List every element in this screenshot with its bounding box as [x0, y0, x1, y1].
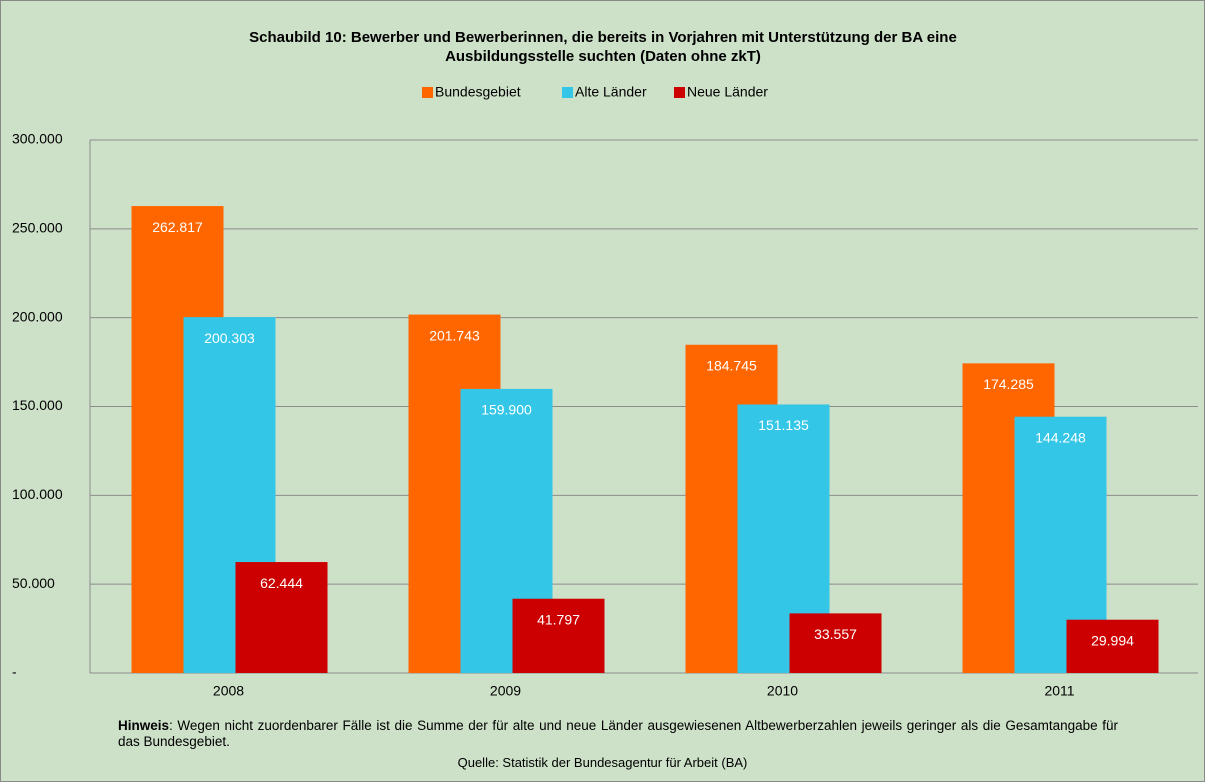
data-label: 200.303	[204, 330, 255, 346]
note-label: Hinweis	[118, 718, 170, 733]
data-label: 262.817	[152, 219, 203, 235]
y-tick-label: 250.000	[12, 220, 63, 236]
y-tick-label: 50.000	[12, 575, 55, 591]
source: Quelle: Statistik der Bundesagentur für …	[457, 755, 748, 770]
bar	[235, 562, 328, 673]
note: Hinweis: Wegen nicht zuordenbarer Fälle …	[118, 718, 1118, 750]
y-tick-label: 100.000	[12, 486, 63, 502]
legend-swatch	[674, 87, 685, 98]
x-tick-label: 2011	[1044, 683, 1074, 699]
bar	[512, 598, 605, 673]
legend-swatch	[422, 87, 433, 98]
chart-title: Ausbildungsstelle suchten (Daten ohne zk…	[445, 48, 761, 65]
legend-label: Bundesgebiet	[435, 84, 521, 100]
chart-title: Schaubild 10: Bewerber und Bewerberinnen…	[249, 29, 957, 46]
data-label: 159.900	[481, 402, 532, 418]
y-tick-label: 200.000	[12, 308, 63, 324]
y-tick-label: 150.000	[12, 397, 63, 413]
data-label: 184.745	[706, 357, 757, 373]
bar	[1066, 619, 1159, 673]
data-label: 201.743	[429, 327, 480, 343]
x-tick-label: 2009	[490, 683, 521, 699]
y-tick-label: -	[12, 664, 17, 680]
data-label: 41.797	[537, 611, 580, 627]
x-tick-label: 2010	[767, 683, 798, 699]
data-label: 33.557	[814, 626, 857, 642]
y-tick-label: 300.000	[12, 131, 63, 147]
data-label: 174.285	[983, 376, 1034, 392]
note-text: : Wegen nicht zuordenbarer Fälle ist die…	[118, 718, 1118, 749]
x-tick-label: 2008	[213, 683, 244, 699]
legend-label: Neue Länder	[687, 84, 768, 100]
data-label: 29.994	[1091, 632, 1134, 648]
legend-label: Alte Länder	[575, 84, 647, 100]
legend-swatch	[562, 87, 573, 98]
data-label: 62.444	[260, 575, 303, 591]
bar	[789, 613, 882, 673]
data-label: 144.248	[1035, 429, 1086, 445]
data-label: 151.135	[758, 417, 809, 433]
